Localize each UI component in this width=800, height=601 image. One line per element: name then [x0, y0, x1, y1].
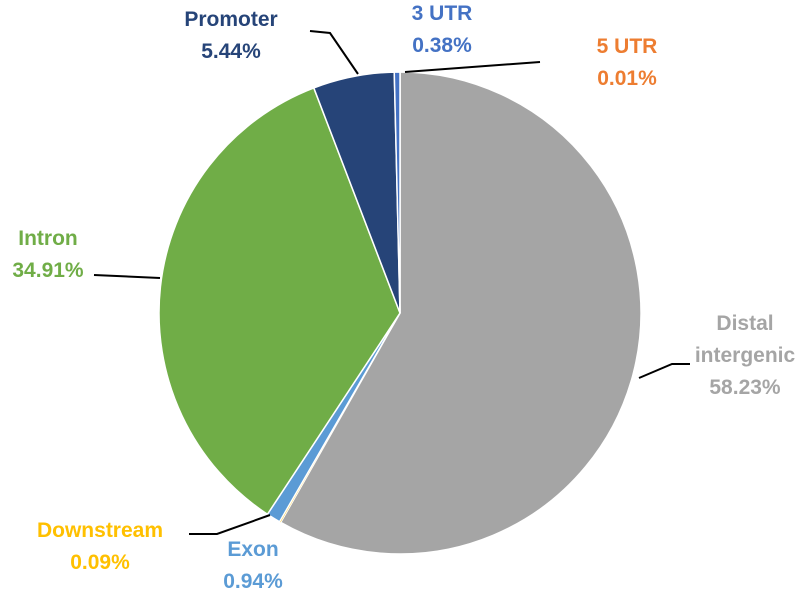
category-label: Intron	[18, 227, 77, 250]
value-label: 5.44%	[201, 40, 261, 63]
data-label-5-utr: 5 UTR 0.01%	[597, 35, 658, 90]
category-label: Exon	[227, 538, 278, 561]
value-label: 58.23%	[709, 376, 781, 399]
leader-line-intron	[93, 274, 161, 279]
data-label-promoter: Promoter 5.44%	[184, 8, 277, 63]
category-label: Distal	[716, 312, 773, 335]
value-label: 0.38%	[412, 34, 472, 57]
category-label: intergenic	[695, 344, 796, 367]
pie-slice-distal-intergenic	[279, 71, 642, 555]
leader-line-promoter	[309, 30, 359, 75]
leader-line-5-utr	[404, 61, 541, 73]
data-label-distal-intergenic: Distal intergenic 58.23%	[695, 312, 796, 399]
category-label: Promoter	[184, 8, 277, 31]
pie-slice-3-utr	[393, 71, 401, 314]
data-label-downstream: Downstream 0.09%	[37, 519, 163, 574]
data-label-exon: Exon 0.94%	[223, 538, 283, 593]
category-label: 5 UTR	[597, 35, 658, 58]
leader-lines-layer	[93, 30, 690, 535]
value-label: 0.01%	[597, 67, 657, 90]
value-label: 0.09%	[70, 551, 130, 574]
slices-layer	[158, 71, 642, 555]
data-label-intron: Intron 34.91%	[12, 227, 84, 282]
leader-line-downstream	[189, 514, 271, 535]
category-label: Downstream	[37, 519, 163, 542]
data-labels-layer: 5 UTR 0.01% Distal intergenic 58.23% Downstre…	[12, 2, 795, 593]
category-label: 3 UTR	[412, 2, 473, 25]
pie-slice-intron	[158, 87, 401, 516]
value-label: 34.91%	[12, 259, 84, 282]
data-label-3-utr: 3 UTR 0.38%	[412, 2, 473, 57]
leader-line-distal-intergenic	[638, 363, 690, 379]
value-label: 0.94%	[223, 570, 283, 593]
